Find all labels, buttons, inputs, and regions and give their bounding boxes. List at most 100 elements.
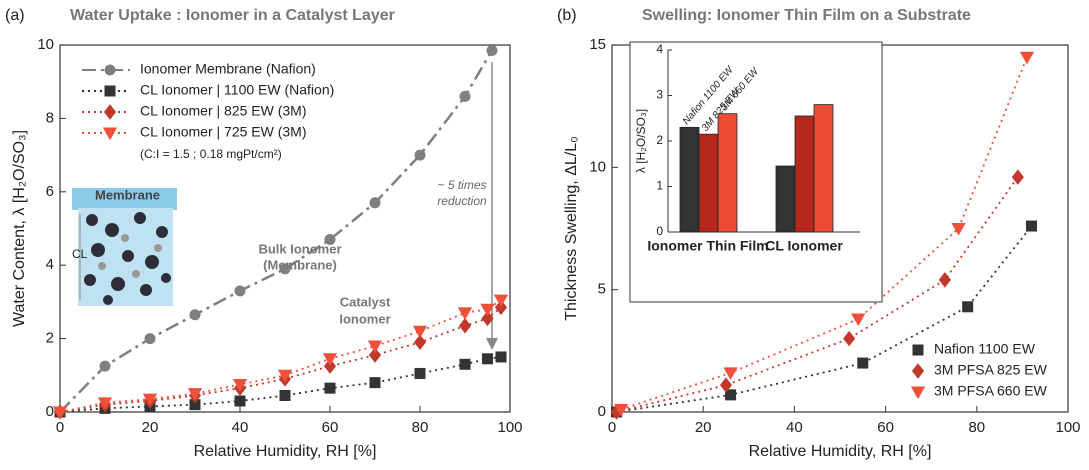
marker — [232, 378, 248, 392]
marker — [843, 330, 856, 347]
marker — [279, 263, 291, 275]
series-line — [59, 49, 494, 413]
marker — [189, 309, 201, 321]
y-tick-label: 8 — [46, 109, 54, 126]
marker — [486, 45, 498, 57]
marker — [413, 334, 427, 350]
legend-marker — [102, 127, 118, 141]
legend-marker — [104, 85, 116, 97]
inset-bg — [629, 41, 883, 303]
marker — [414, 367, 426, 379]
annotation: reduction — [437, 194, 487, 208]
bar — [794, 115, 815, 233]
y-tick-label: 4 — [46, 256, 54, 273]
bar — [813, 104, 834, 233]
panel-label: (a) — [5, 7, 25, 24]
x-tick-label: 40 — [232, 419, 249, 436]
bar — [775, 165, 796, 233]
marker — [857, 357, 869, 369]
y-tick-label: 15 — [589, 36, 606, 53]
legend-label: 3M PFSA 825 EW — [934, 362, 1048, 378]
marker — [494, 299, 508, 316]
annotation: (C:I = 1.5 ; 0.18 mgPt/cm²) — [140, 147, 282, 161]
marker — [412, 325, 428, 339]
marker — [279, 389, 291, 401]
bar — [717, 113, 738, 233]
y-tick-label: 0 — [598, 403, 606, 420]
x-tick-label: 60 — [322, 419, 339, 436]
arrow-head — [486, 338, 498, 350]
annotation: ~ 5 times — [437, 178, 486, 192]
chart-title: Swelling: Ionomer Thin Film on a Substra… — [642, 7, 971, 24]
y-tick-label: 2 — [46, 330, 54, 347]
y-axis-label: Thickness Swelling, ΔL/L₀ — [563, 136, 580, 321]
legend-marker — [103, 104, 117, 120]
marker — [481, 310, 494, 327]
category-label: CL Ionomer — [765, 238, 843, 254]
marker — [459, 358, 471, 370]
y-tick-label: 5 — [598, 281, 606, 298]
x-tick-label: 20 — [695, 419, 712, 436]
legend-label: Ionomer Membrane (Nafion) — [140, 61, 316, 77]
marker — [142, 393, 158, 407]
x-axis-label: Relative Humidity, RH [%] — [194, 443, 377, 460]
marker — [369, 197, 381, 209]
marker — [368, 347, 382, 363]
marker — [99, 360, 111, 372]
annotation: Catalyst — [340, 294, 391, 309]
marker — [324, 382, 336, 394]
marker — [493, 294, 509, 308]
marker — [851, 313, 866, 327]
marker — [459, 90, 471, 102]
legend-label: CL Ionomer | 725 EW (3M) — [140, 124, 307, 140]
legend-label: Nafion 1100 EW — [934, 341, 1036, 357]
marker — [1019, 51, 1035, 65]
marker — [234, 285, 246, 297]
marker — [1011, 169, 1024, 185]
y-tick-label: 10 — [37, 36, 54, 53]
annotation: (Membrane) — [263, 257, 337, 272]
marker — [189, 399, 201, 411]
x-tick-label: 80 — [968, 419, 985, 436]
x-tick-label: 20 — [142, 419, 159, 436]
marker — [322, 353, 338, 366]
series-line — [59, 299, 502, 413]
x-tick-label: 100 — [1055, 419, 1080, 436]
y-tick-label: 0 — [656, 224, 663, 238]
legend-marker — [104, 64, 116, 76]
marker — [458, 318, 472, 334]
x-tick-label: 80 — [412, 419, 429, 436]
chart-title: Water Uptake : Ionomer in a Catalyst Lay… — [70, 7, 395, 24]
marker — [324, 234, 336, 246]
marker — [719, 377, 733, 393]
y-tick-label: 6 — [46, 183, 54, 200]
legend-marker — [910, 386, 926, 400]
cl-illustration — [72, 188, 177, 306]
marker — [480, 303, 495, 317]
category-label: Ionomer Thin Film — [647, 238, 768, 254]
y-tick-label: 0 — [46, 403, 54, 420]
marker — [187, 388, 203, 401]
panel-label: (b) — [557, 7, 577, 24]
x-tick-label: 0 — [608, 419, 616, 436]
x-tick-label: 0 — [56, 419, 64, 436]
annotation: CL — [72, 247, 88, 261]
y-tick-label: 3 — [656, 88, 663, 102]
marker — [277, 369, 293, 383]
marker — [962, 301, 974, 313]
marker — [613, 404, 629, 417]
plot-frame — [59, 44, 511, 413]
y-tick-label: 2 — [656, 133, 663, 147]
x-tick-label: 40 — [786, 419, 803, 436]
marker — [414, 149, 426, 161]
legend-label: CL Ionomer | 1100 EW (Nafion) — [140, 82, 334, 98]
marker — [97, 397, 113, 410]
y-tick-label: 1 — [656, 179, 663, 193]
marker — [723, 367, 738, 381]
marker — [1026, 220, 1038, 232]
legend-label: 3M PFSA 660 EW — [934, 383, 1048, 399]
annotation: Membrane — [95, 187, 160, 202]
marker — [951, 223, 966, 236]
marker — [52, 406, 68, 420]
